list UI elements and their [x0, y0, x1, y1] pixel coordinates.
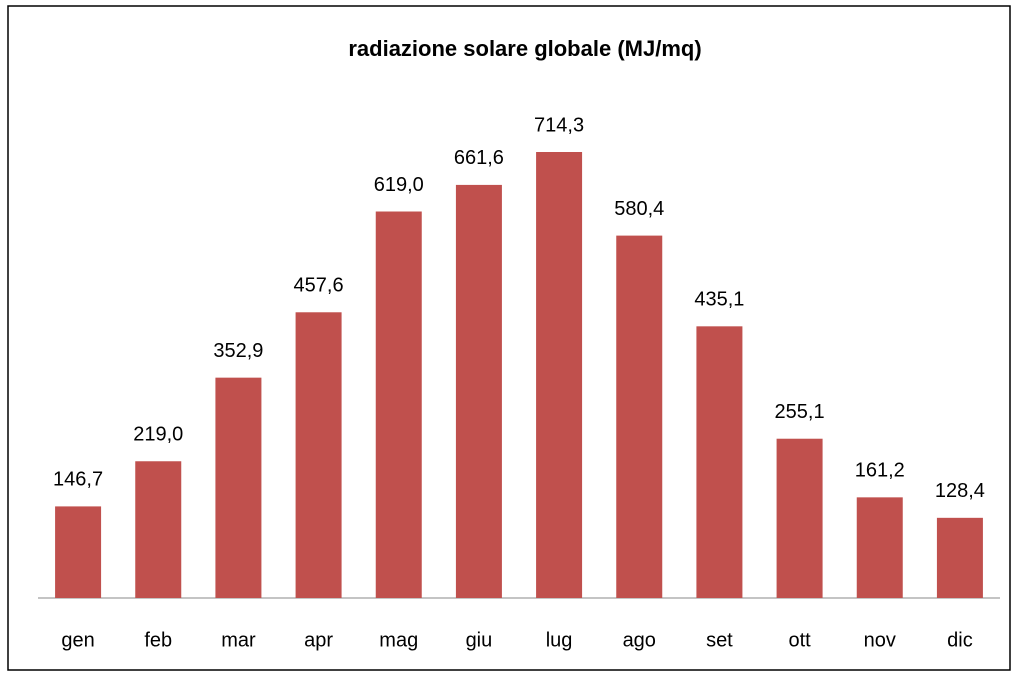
- bar: [696, 326, 743, 598]
- x-tick-label: giu: [466, 629, 493, 651]
- bar: [616, 235, 663, 599]
- x-tick-label: mar: [221, 629, 256, 651]
- bar: [135, 461, 182, 598]
- x-tick-label: dic: [947, 629, 973, 651]
- bar: [215, 377, 262, 598]
- x-tick-label: set: [706, 629, 733, 651]
- x-tick-label: gen: [61, 629, 94, 651]
- data-label: 457,6: [294, 275, 344, 297]
- bar: [776, 438, 823, 598]
- data-label: 161,2: [855, 460, 905, 482]
- data-label: 435,1: [694, 289, 744, 311]
- x-tick-label: mag: [379, 629, 418, 651]
- x-tick-label: ago: [623, 629, 656, 651]
- chart-frame: [7, 5, 1011, 671]
- bar: [936, 517, 983, 598]
- data-label: 352,9: [213, 340, 263, 362]
- x-tick-label: lug: [546, 629, 573, 651]
- chart-title: radiazione solare globale (MJ/mq): [348, 36, 701, 61]
- bar: [295, 312, 342, 598]
- x-tick-label: ott: [788, 629, 811, 651]
- data-label: 661,6: [454, 147, 504, 169]
- bar: [536, 152, 583, 598]
- bar: [375, 211, 422, 598]
- data-label: 580,4: [614, 198, 664, 220]
- x-tick-label: apr: [304, 629, 333, 651]
- data-label: 619,0: [374, 174, 424, 196]
- bar: [455, 184, 502, 599]
- data-label: 714,3: [534, 114, 584, 136]
- x-tick-label: feb: [144, 629, 172, 651]
- bar: [856, 497, 903, 598]
- data-label: 146,7: [53, 469, 103, 491]
- x-tick-label: nov: [864, 629, 896, 651]
- data-label: 128,4: [935, 480, 985, 502]
- data-label: 219,0: [133, 424, 183, 446]
- data-label: 255,1: [775, 401, 825, 423]
- bar: [55, 506, 102, 598]
